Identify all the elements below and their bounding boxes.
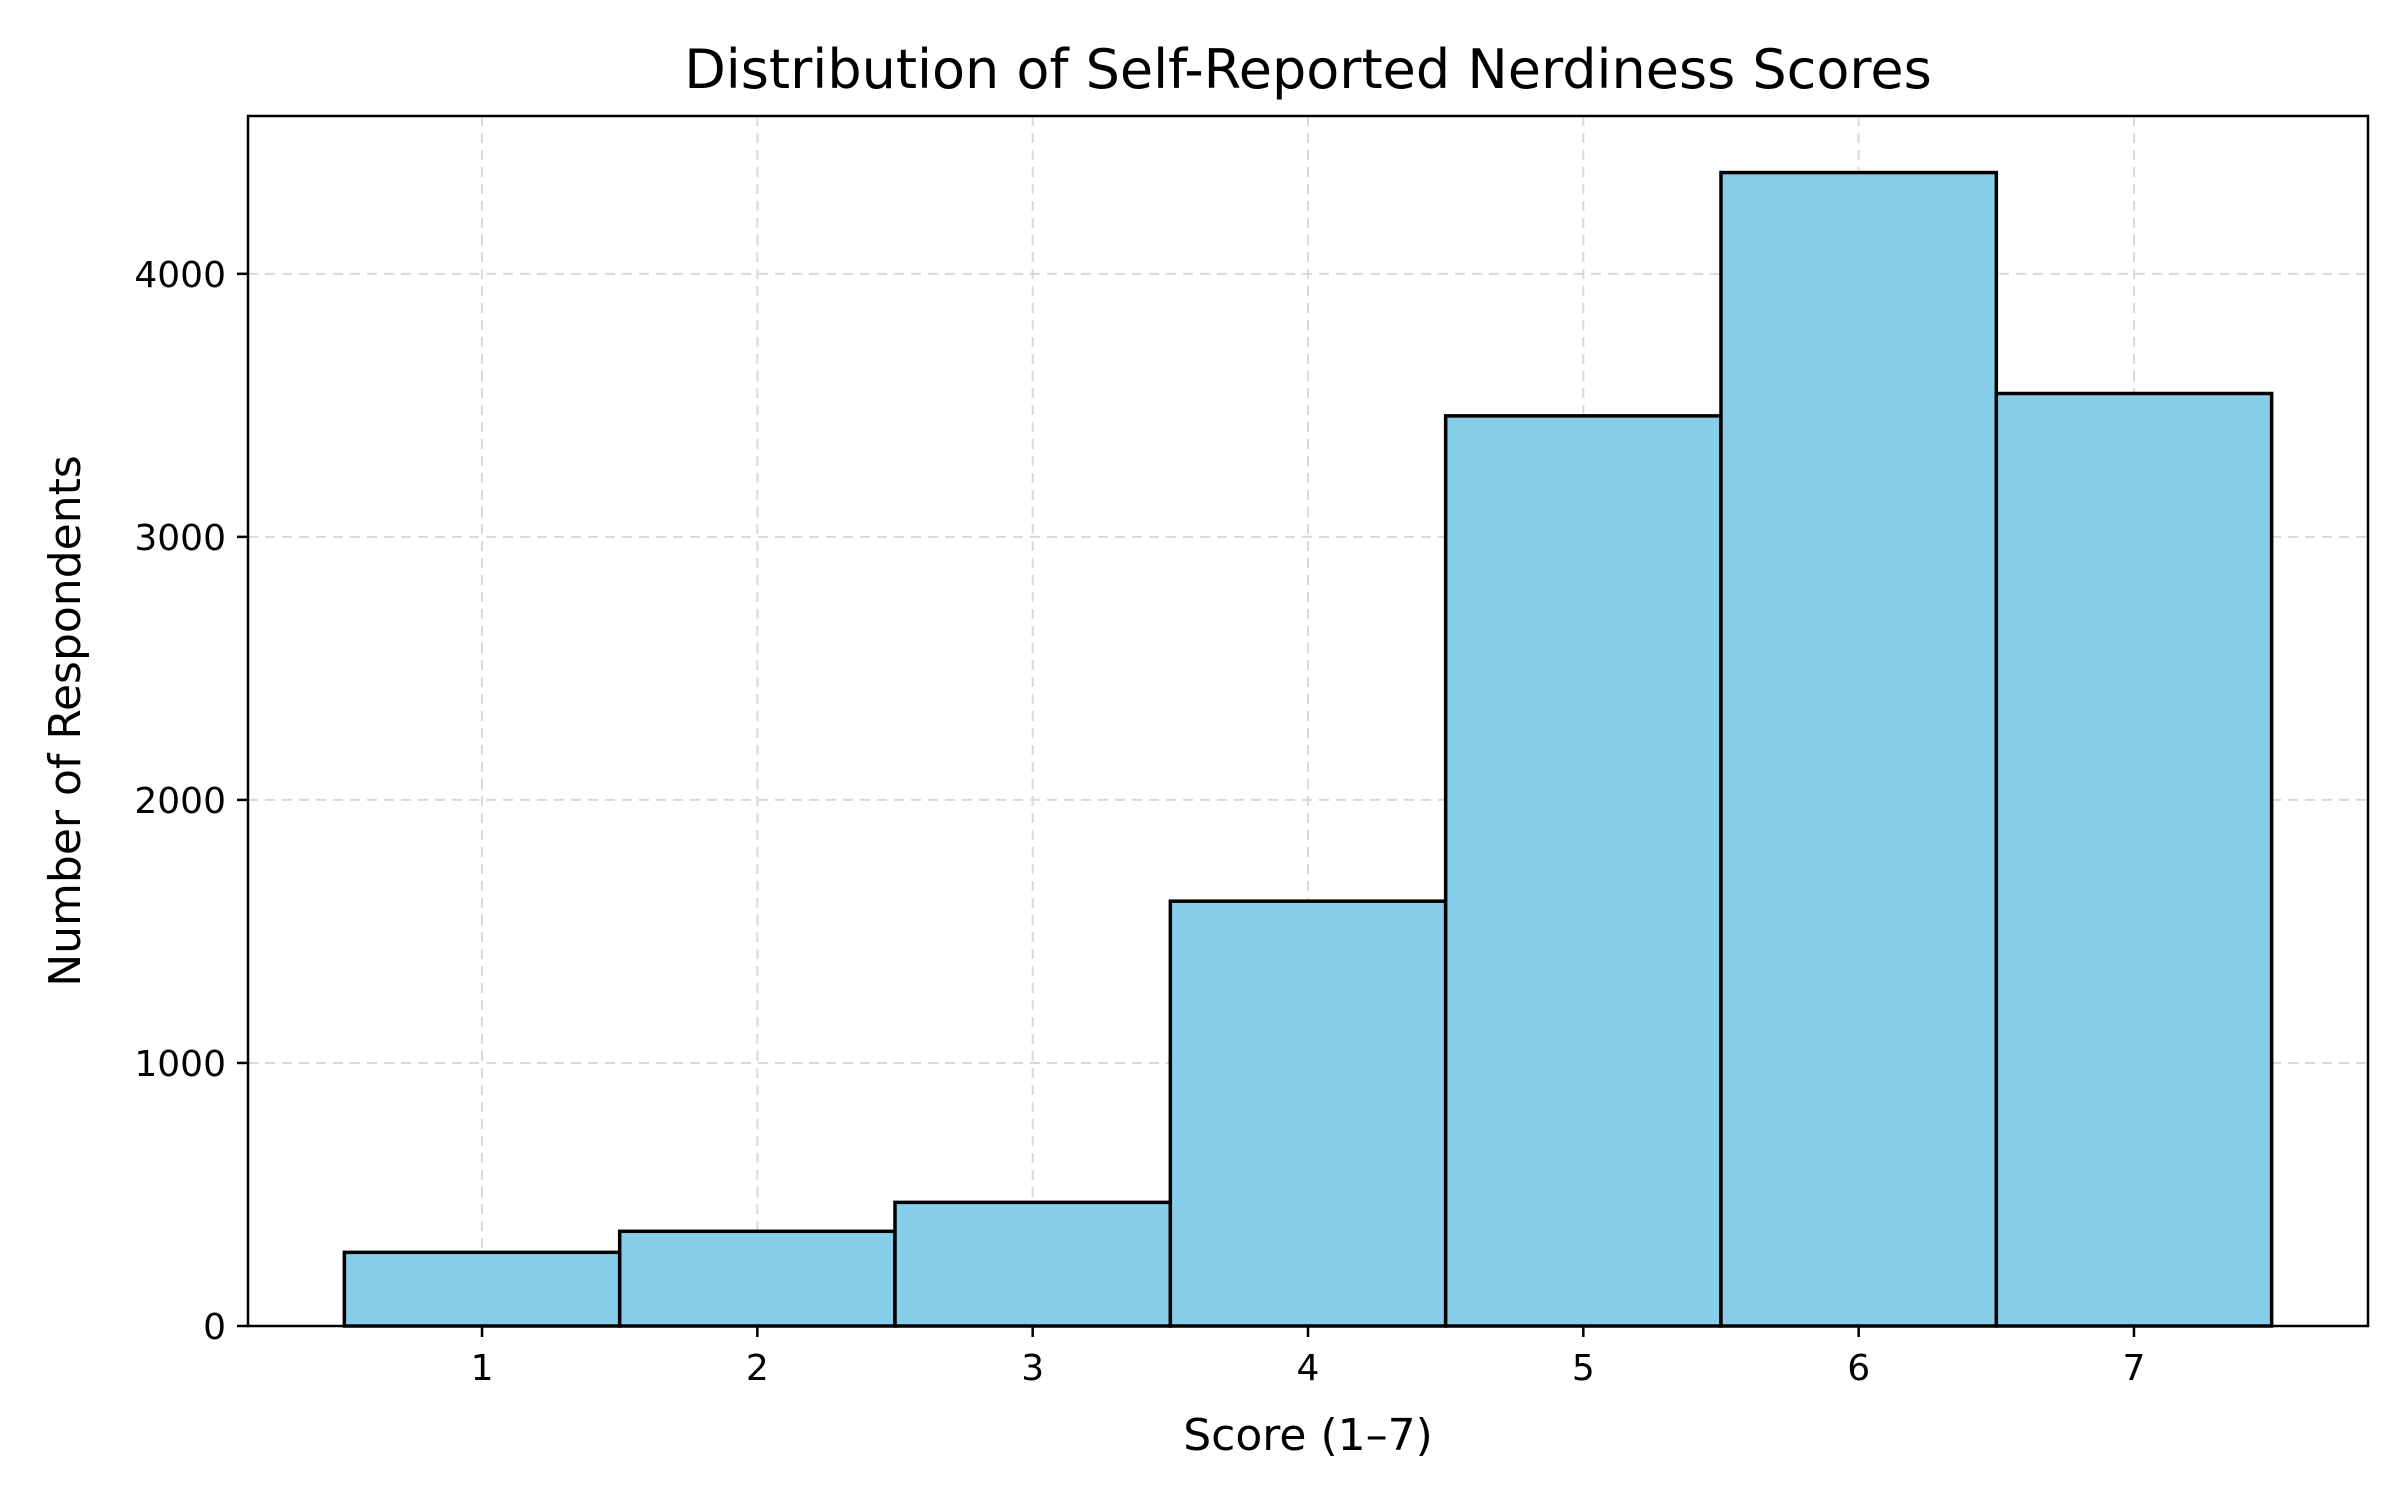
chart-title: Distribution of Self-Reported Nerdiness …: [684, 38, 1932, 101]
bar-score-1: [342, 1250, 622, 1328]
x-tick-label-6: 6: [1847, 1348, 1870, 1389]
y-tick-label-4000: 4000: [134, 255, 226, 296]
bar-score-3: [893, 1200, 1173, 1328]
x-tick-label-5: 5: [1572, 1348, 1595, 1389]
bar-score-2: [617, 1229, 897, 1328]
x-tick-label-3: 3: [1021, 1348, 1044, 1389]
y-tick-label-2000: 2000: [134, 781, 226, 822]
x-axis-ticks: 1 2 3 4 5 6 7: [471, 1326, 2146, 1389]
y-tick-label-0: 0: [203, 1307, 226, 1348]
bar-score-4: [1168, 899, 1448, 1328]
y-axis-label: Number of Respondents: [40, 455, 91, 987]
y-tick-label-3000: 3000: [134, 518, 226, 559]
y-axis-ticks: 0 1000 2000 3000 4000: [134, 255, 248, 1348]
y-tick-label-1000: 1000: [134, 1044, 226, 1085]
bar-score-6: [1719, 170, 1999, 1328]
x-tick-label-2: 2: [746, 1348, 769, 1389]
bar-score-7: [1994, 391, 2274, 1328]
x-tick-label-7: 7: [2123, 1348, 2146, 1389]
x-tick-label-4: 4: [1297, 1348, 1320, 1389]
bars: [342, 170, 2274, 1328]
x-axis-label: Score (1–7): [1183, 1410, 1433, 1461]
x-tick-label-1: 1: [471, 1348, 494, 1389]
bar-score-5: [1443, 414, 1723, 1328]
